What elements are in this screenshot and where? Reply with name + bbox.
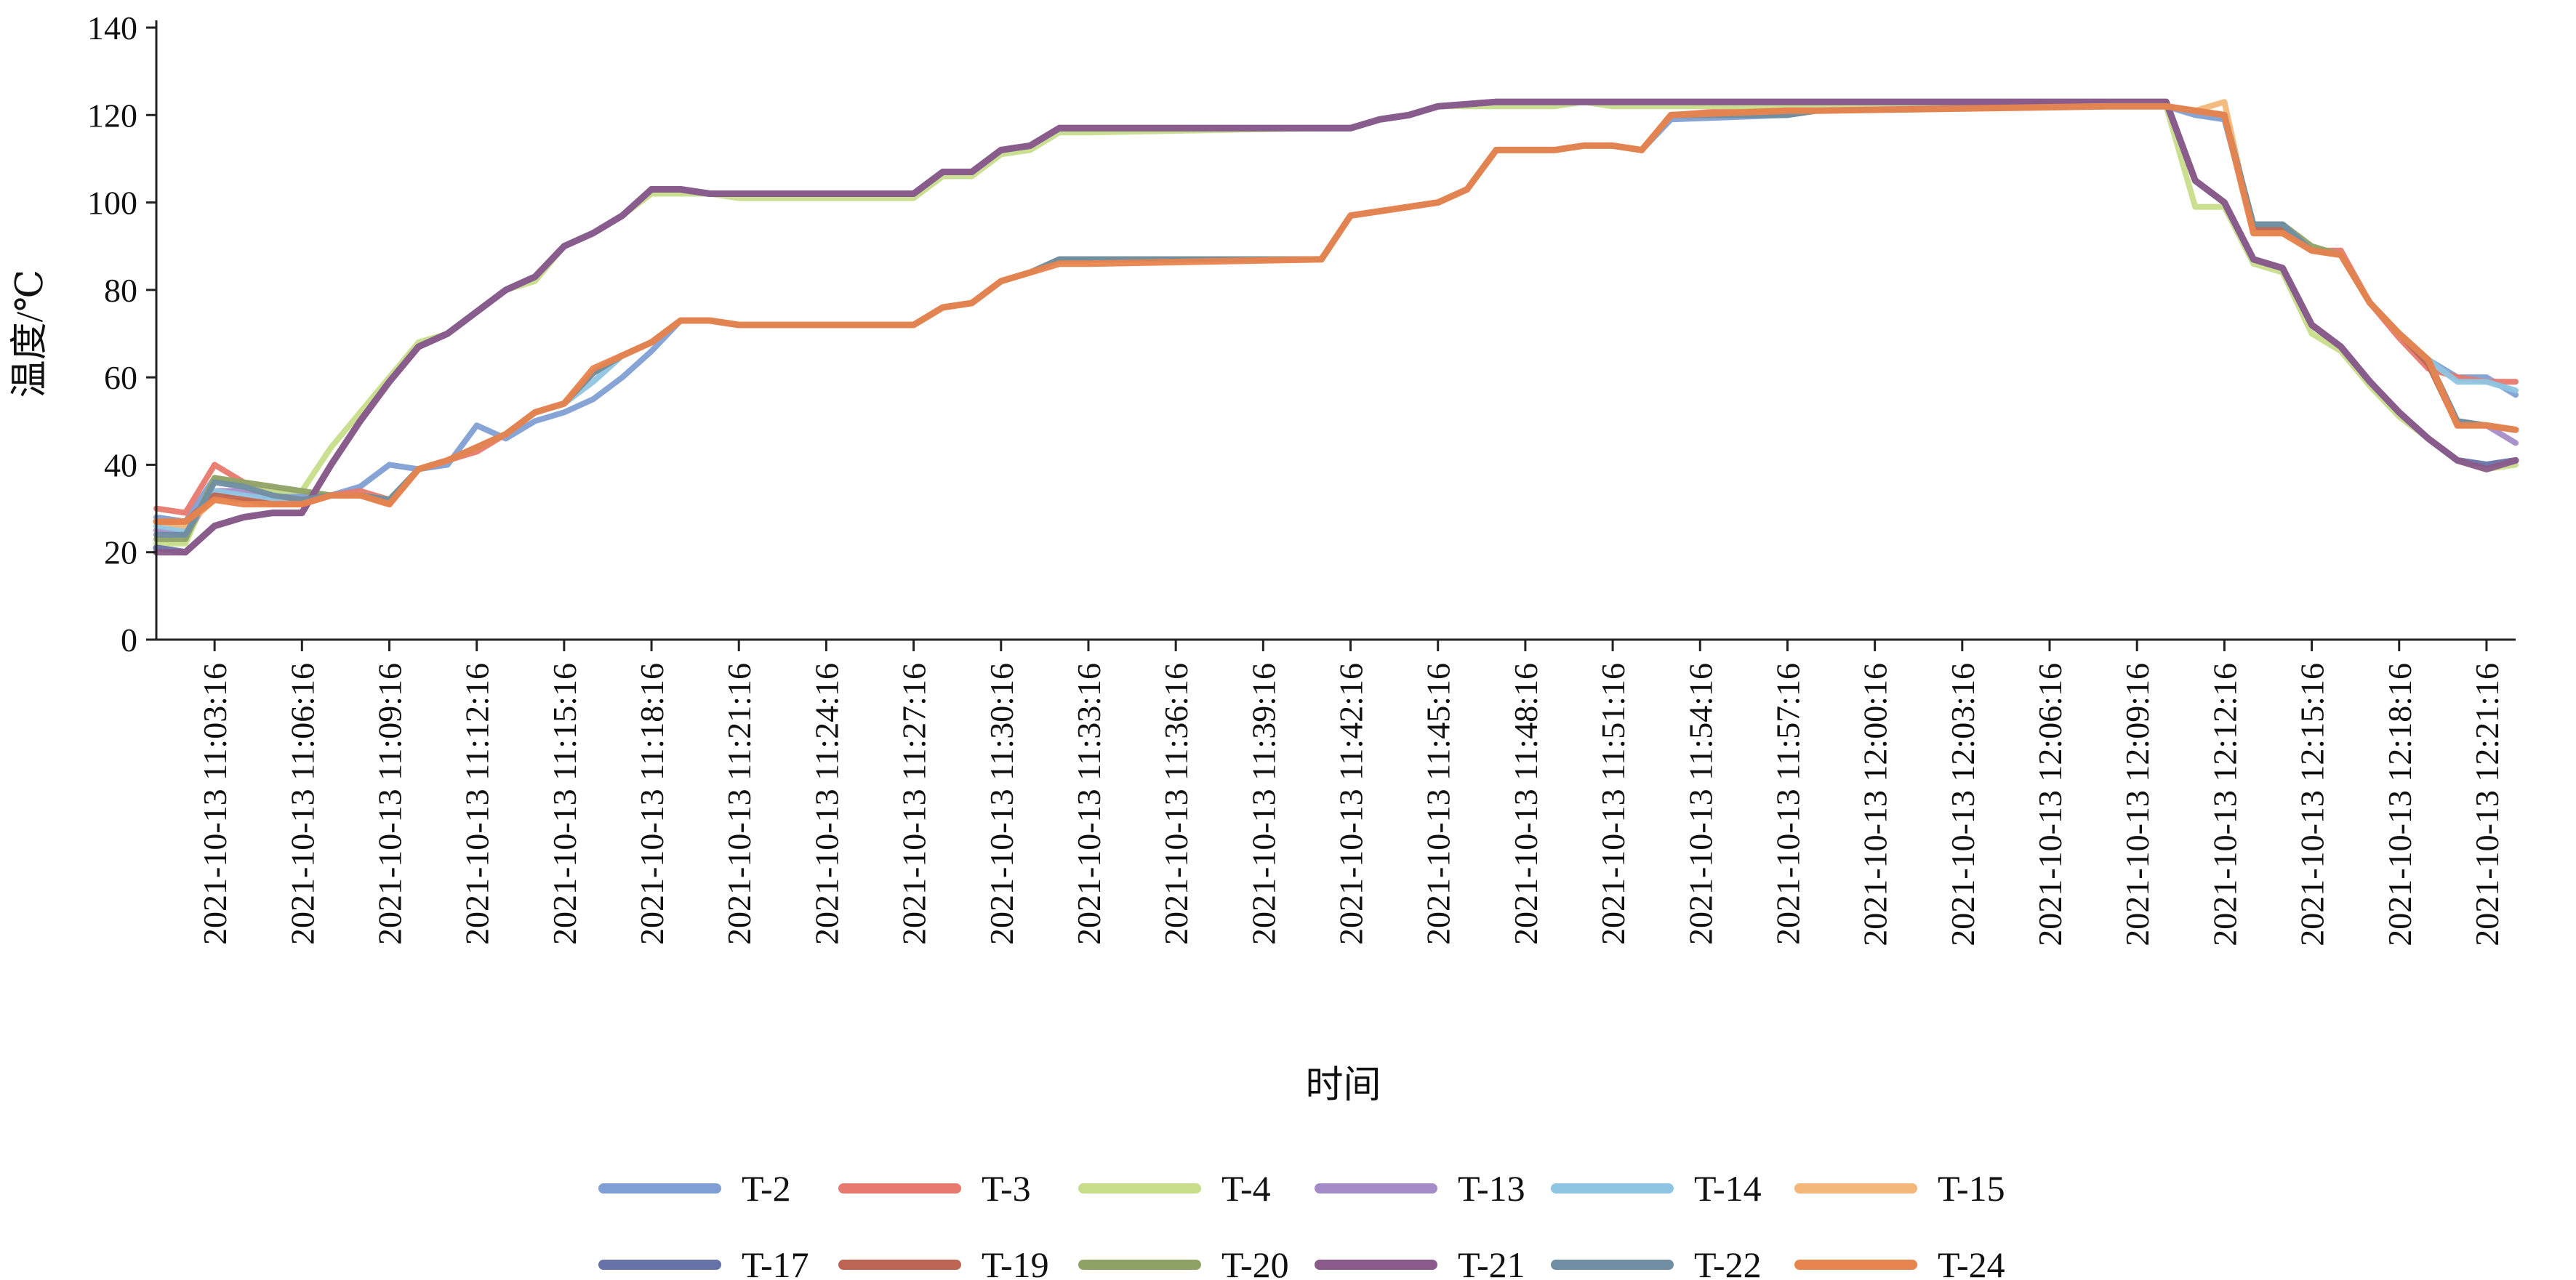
y-tick-label: 0 xyxy=(121,621,137,659)
x-tick-label: 2021-10-13 11:33:16 xyxy=(1070,663,1107,945)
x-tick-label: 2021-10-13 11:57:16 xyxy=(1769,663,1806,945)
x-tick-label: 2021-10-13 12:15:16 xyxy=(2294,663,2331,946)
legend-label-t-15: T-15 xyxy=(1938,1168,2005,1209)
series-line-t-13 xyxy=(153,103,2519,538)
x-tick-label: 2021-10-13 12:00:16 xyxy=(1857,663,1894,946)
x-tick-label: 2021-10-13 11:18:16 xyxy=(633,663,670,945)
x-tick-label: 2021-10-13 11:45:16 xyxy=(1420,663,1457,945)
x-tick-label: 2021-10-13 11:21:16 xyxy=(721,663,758,945)
y-tick-label: 140 xyxy=(87,9,137,47)
y-tick-label: 60 xyxy=(104,359,137,396)
series-line-t-22 xyxy=(153,103,2519,538)
series-line-t-15 xyxy=(153,99,2519,529)
x-tick-label: 2021-10-13 11:27:16 xyxy=(896,663,933,945)
x-tick-label: 2021-10-13 12:09:16 xyxy=(2119,663,2156,946)
series-line-t-24 xyxy=(153,102,2519,526)
legend-label-t-20: T-20 xyxy=(1221,1244,1289,1280)
series-line-t-21 xyxy=(153,98,2519,556)
y-tick-label: 20 xyxy=(104,534,137,571)
series-line-t-17 xyxy=(153,98,2519,556)
y-axis-label: 温度/℃ xyxy=(9,270,51,398)
legend-label-t-2: T-2 xyxy=(742,1168,791,1209)
x-tick-label: 2021-10-13 11:15:16 xyxy=(546,663,583,945)
x-tick-label: 2021-10-13 11:39:16 xyxy=(1245,663,1282,945)
x-tick-label: 2021-10-13 12:21:16 xyxy=(2468,663,2505,946)
axes xyxy=(155,20,2516,641)
x-tick-label: 2021-10-13 11:12:16 xyxy=(459,663,496,945)
legend-label-t-3: T-3 xyxy=(982,1168,1031,1209)
legend-label-t-13: T-13 xyxy=(1458,1168,1525,1209)
series-line-t-4 xyxy=(153,99,2519,547)
series-line-t-14 xyxy=(153,103,2519,534)
y-tick-label: 40 xyxy=(104,446,137,483)
x-tick-label: 2021-10-13 11:51:16 xyxy=(1594,663,1632,945)
x-tick-label: 2021-10-13 11:09:16 xyxy=(371,663,408,945)
y-tick-label: 120 xyxy=(87,97,137,134)
legend-label-t-17: T-17 xyxy=(742,1244,809,1280)
series-line-t-20 xyxy=(153,103,2519,542)
legend-label-t-14: T-14 xyxy=(1694,1168,1762,1209)
x-tick-label: 2021-10-13 11:30:16 xyxy=(983,663,1020,945)
x-axis-label: 时间 xyxy=(1305,1065,1381,1106)
series-line-t-19 xyxy=(153,103,2519,525)
legend-label-t-4: T-4 xyxy=(1221,1168,1271,1209)
x-tick-label: 2021-10-13 11:42:16 xyxy=(1333,663,1370,945)
y-tick-label: 100 xyxy=(87,185,137,222)
y-ticks: 0 20 40 60 80 100 120 140 xyxy=(87,9,156,659)
plot-lines xyxy=(153,98,2519,556)
legend: T-2 T-3 T-4 T-13 T-14 T-15 T-17 T-19 T-20 T-21 T-2… xyxy=(598,1168,2005,1280)
x-tick-label: 2021-10-13 11:06:16 xyxy=(284,663,321,945)
series-line-t-3 xyxy=(153,103,2519,516)
series-line-t-2 xyxy=(153,103,2519,525)
x-tick-label: 2021-10-13 12:12:16 xyxy=(2206,663,2243,946)
legend-label-t-21: T-21 xyxy=(1458,1244,1525,1280)
x-tick-label: 2021-10-13 12:06:16 xyxy=(2031,663,2069,946)
x-tick-label: 2021-10-13 11:24:16 xyxy=(808,663,845,945)
x-tick-label: 2021-10-13 12:18:16 xyxy=(2381,663,2418,946)
legend-label-t-22: T-22 xyxy=(1694,1244,1762,1280)
x-tick-label: 2021-10-13 11:54:16 xyxy=(1682,663,1719,945)
legend-label-t-24: T-24 xyxy=(1938,1244,2005,1280)
x-ticks: 2021-10-13 11:03:16 2021-10-13 11:06:16 20… xyxy=(196,640,2505,946)
x-tick-label: 2021-10-13 11:03:16 xyxy=(196,663,233,945)
x-tick-label: 2021-10-13 11:36:16 xyxy=(1157,663,1195,945)
legend-label-t-19: T-19 xyxy=(982,1244,1049,1280)
y-tick-label: 80 xyxy=(104,272,137,309)
x-tick-label: 2021-10-13 11:48:16 xyxy=(1507,663,1544,945)
x-tick-label: 2021-10-13 12:03:16 xyxy=(1944,663,1981,946)
